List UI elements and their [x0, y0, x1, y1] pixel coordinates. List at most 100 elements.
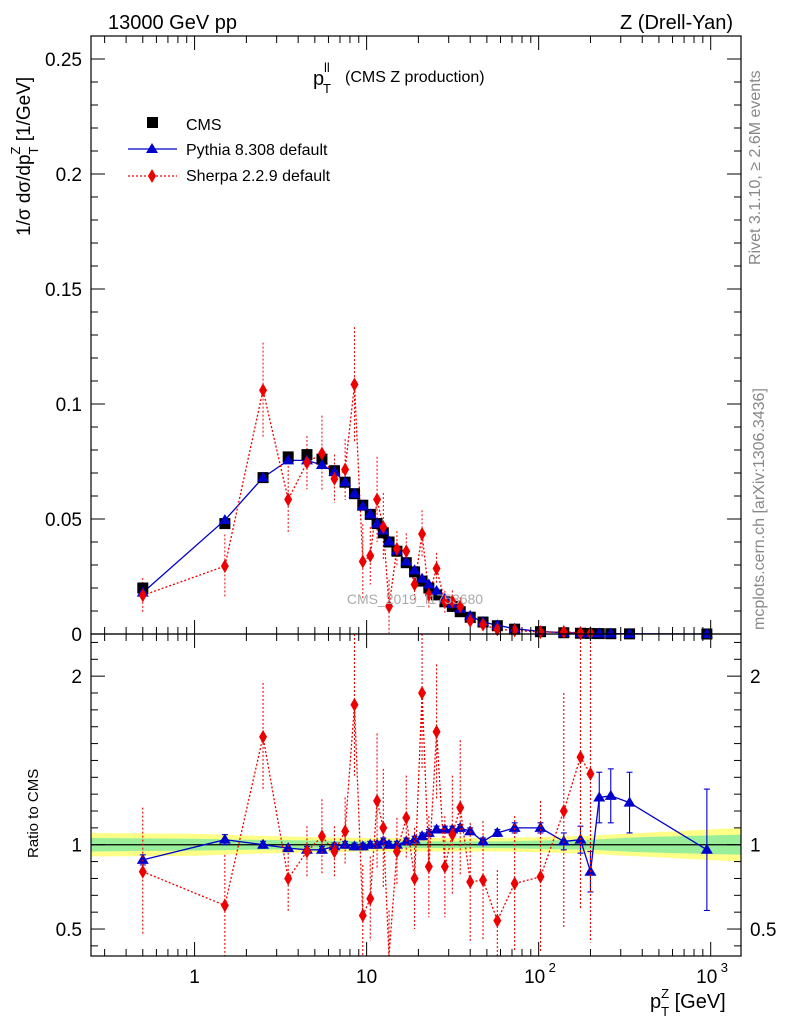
- ratio-panel-ticks: 1 10 10 2 10 3 0.5 0.5 1 1 2 2: [56, 634, 776, 988]
- ratio-y-axis-label: Ratio to CMS: [25, 769, 42, 858]
- pythia-point: [383, 535, 396, 546]
- sherpa-ratio-point: [220, 898, 229, 913]
- pythia-point: [416, 572, 429, 583]
- pythia-ratio-point: [454, 821, 467, 832]
- sherpa-point: [350, 377, 359, 392]
- pythia-ratio-point: [257, 838, 270, 849]
- sherpa-point: [456, 599, 465, 614]
- sherpa-ratio-point: [466, 874, 475, 889]
- pythia-ratio-point: [464, 825, 477, 836]
- ratio-panel-data: [136, 634, 713, 957]
- ratio-uncertainty-band: [91, 827, 741, 862]
- x-axis-label: pTZ [GeV]: [650, 986, 726, 1019]
- sherpa-ratio-point: [358, 908, 367, 923]
- pythia-ratio-point: [430, 823, 443, 834]
- pythia-point: [593, 627, 606, 638]
- legend-sherpa-label: Sherpa 2.2.9 default: [186, 168, 331, 185]
- sherpa-point: [424, 587, 433, 602]
- sherpa-ratio-point: [284, 871, 293, 886]
- sherpa-ratio-point: [586, 766, 595, 781]
- svg-text:ll: ll: [324, 60, 330, 75]
- pythia-point: [422, 578, 435, 589]
- pythia-point: [623, 627, 636, 638]
- svg-text:1/σ dσ/dpTZ [1/GeV]: 1/σ dσ/dpTZ [1/GeV]: [8, 77, 41, 236]
- sherpa-point: [379, 520, 388, 535]
- ratio-panel-frame: [90, 633, 742, 957]
- pythia-ratio-point: [557, 835, 570, 846]
- main-y-tick-label: 0.25: [45, 50, 82, 71]
- sherpa-point: [448, 594, 457, 609]
- pythia-point: [218, 514, 231, 525]
- pythia-ratio-point: [623, 796, 636, 807]
- sherpa-point: [341, 462, 350, 477]
- header-process: Z (Drell-Yan): [620, 12, 733, 34]
- pythia-ratio-point: [383, 838, 396, 849]
- pythia-ratio-point: [491, 826, 504, 837]
- pythia-point: [364, 508, 377, 519]
- svg-text:p: p: [313, 68, 324, 90]
- ratio-y-tick-label-right: 1: [750, 836, 761, 857]
- x-tick-label-exponent: 2: [549, 960, 556, 975]
- sherpa-ratio-point: [402, 810, 411, 825]
- sherpa-ratio-point: [456, 800, 465, 815]
- pythia-point: [430, 584, 443, 595]
- sherpa-ratio-point: [576, 750, 585, 765]
- ratio-y-tick-label-right: 0.5: [750, 920, 776, 941]
- sherpa-point: [330, 471, 339, 486]
- sherpa-point: [302, 455, 311, 470]
- pythia-ratio-point: [136, 853, 149, 864]
- sherpa-point: [373, 492, 382, 507]
- sherpa-ratio-point: [440, 859, 449, 874]
- sherpa-ratio-point: [350, 697, 359, 712]
- legend-pythia-marker: [146, 143, 158, 153]
- pythia-point: [408, 564, 421, 575]
- sherpa-ratio-point: [418, 686, 427, 701]
- sherpa-point: [432, 561, 441, 576]
- sherpa-ratio-point: [392, 844, 401, 859]
- pythia-point: [348, 487, 361, 498]
- pythia-ratio-point: [218, 833, 231, 844]
- pythia-ratio-point: [700, 843, 713, 854]
- svg-text:T: T: [323, 81, 331, 96]
- sherpa-ratio-point: [366, 891, 375, 906]
- sherpa-ratio-point: [302, 844, 311, 859]
- sherpa-ratio-point: [259, 729, 268, 744]
- ratio-y-tick-label-right: 2: [750, 667, 761, 688]
- sherpa-ratio-point: [493, 913, 502, 928]
- sherpa-point: [410, 577, 419, 592]
- pythia-point: [371, 517, 384, 528]
- pythia-ratio-point: [604, 789, 617, 800]
- pythia-ratio-point: [282, 842, 295, 853]
- pythia-point: [339, 476, 352, 487]
- pythia-point: [282, 454, 295, 465]
- pythia-ratio-point: [593, 791, 606, 802]
- sherpa-point: [479, 617, 488, 632]
- sherpa-ratio-point: [379, 820, 388, 835]
- sherpa-point: [317, 446, 326, 461]
- main-y-tick-label: 0: [71, 625, 82, 646]
- svg-text:(CMS Z production): (CMS Z production): [345, 69, 485, 86]
- pythia-point: [604, 627, 617, 638]
- sherpa-point: [576, 625, 585, 640]
- ratio-y-tick-label: 1: [71, 836, 82, 857]
- watermark: CMS_2019_I1753680: [347, 591, 483, 607]
- sherpa-ratio-point: [559, 804, 568, 819]
- sherpa-point: [466, 613, 475, 628]
- sherpa-point: [559, 624, 568, 639]
- x-tick-label: 10: [696, 967, 717, 988]
- pythia-point: [315, 458, 328, 469]
- legend: CMS Pythia 8.308 default Sherpa 2.2.9 de…: [128, 117, 331, 185]
- sherpa-point: [385, 599, 394, 614]
- sherpa-ratio-point: [373, 793, 382, 808]
- main-y-tick-label: 0.1: [56, 395, 82, 416]
- legend-cms-marker: [147, 117, 158, 128]
- sherpa-point: [220, 559, 229, 574]
- ratio-y-tick-label: 0.5: [56, 920, 82, 941]
- main-panel-ticks: 0 0.05 0.1 0.15 0.2 0.25: [45, 35, 741, 646]
- pythia-main-line: [142, 459, 707, 635]
- sherpa-point: [259, 383, 268, 398]
- rivet-label: Rivet 3.1.10, ≥ 2.6M events: [747, 70, 764, 265]
- ratio-y-tick-label: 2: [71, 667, 82, 688]
- pythia-ratio-point: [508, 821, 521, 832]
